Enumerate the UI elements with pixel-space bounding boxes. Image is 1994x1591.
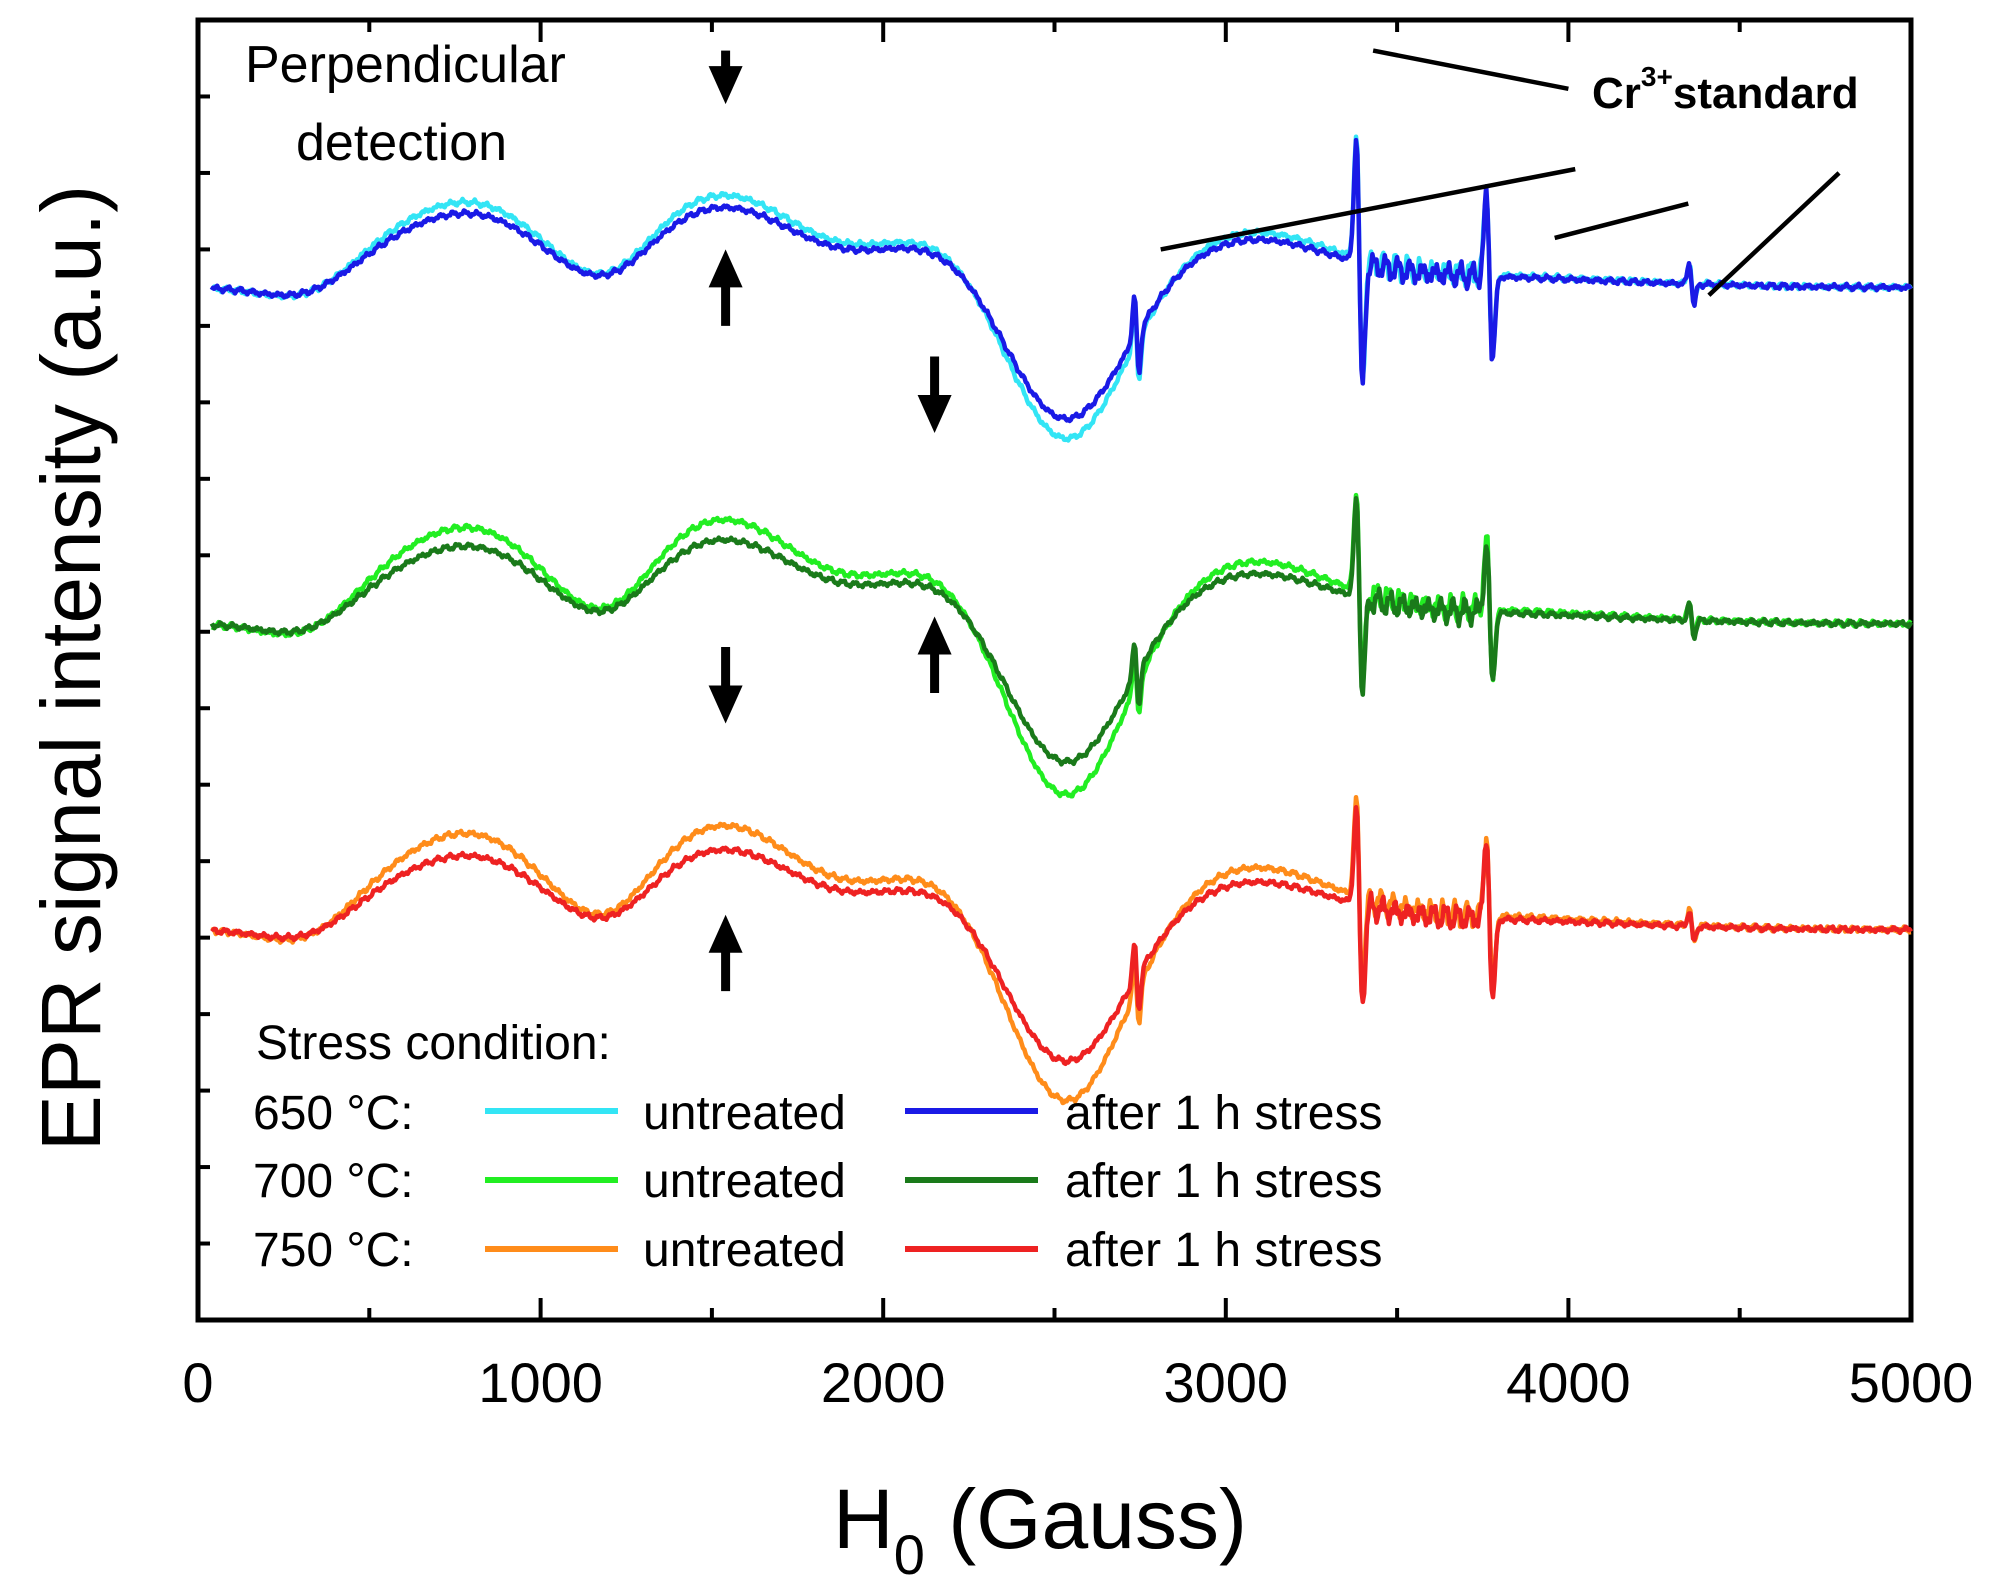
series-line-2 bbox=[210, 492, 1913, 799]
cr-standard-base: Cr bbox=[1592, 69, 1641, 118]
cr-marker-line-2 bbox=[1554, 201, 1689, 241]
legend-row-700-stressed-label: after 1 h stress bbox=[1065, 1155, 1382, 1208]
x-tick-label-4000: 4000 bbox=[1506, 1351, 1631, 1414]
x-axis-title-rest: (Gauss) bbox=[925, 1472, 1247, 1566]
cr-marker-line-0 bbox=[1372, 48, 1569, 92]
arrow-head-4 bbox=[708, 685, 743, 724]
x-axis-title-main: H bbox=[833, 1472, 894, 1566]
arrow-head-2 bbox=[917, 394, 952, 433]
perpendicular-label-line1: Perpendicular bbox=[245, 36, 566, 94]
legend-heading: Stress condition: bbox=[256, 1017, 611, 1070]
legend-row-650-untreated-label: untreated bbox=[643, 1087, 846, 1140]
cr-marker-line-3 bbox=[1707, 171, 1841, 297]
cr-marker-line-1 bbox=[1160, 166, 1576, 252]
cr-standard-label: Cr3+standard bbox=[1592, 61, 1859, 118]
annotation-arrows bbox=[708, 50, 952, 992]
x-tick-label-2000: 2000 bbox=[821, 1351, 946, 1414]
series-line-5 bbox=[210, 805, 1913, 1067]
legend-row-750-untreated-label: untreated bbox=[643, 1224, 846, 1277]
series-line-0 bbox=[210, 134, 1913, 443]
legend-row-650-temp: 650 °C: bbox=[253, 1087, 414, 1140]
cr-standard-superscript: 3+ bbox=[1641, 61, 1673, 92]
legend-row-750-stressed-label: after 1 h stress bbox=[1065, 1224, 1382, 1277]
series-line-4 bbox=[210, 794, 1912, 1106]
arrow-head-1 bbox=[708, 249, 743, 288]
x-tick-label-3000: 3000 bbox=[1164, 1351, 1289, 1414]
cr-standard-rest: standard bbox=[1673, 69, 1859, 118]
x-axis-title-subscript: 0 bbox=[894, 1523, 925, 1586]
legend-row-700-temp: 700 °C: bbox=[253, 1155, 414, 1208]
series-line-1 bbox=[209, 137, 1913, 424]
series-line-3 bbox=[209, 496, 1913, 767]
x-tick-label-1000: 1000 bbox=[478, 1351, 603, 1414]
arrow-head-0 bbox=[708, 66, 743, 105]
series-group bbox=[209, 134, 1913, 1106]
legend-row-700-untreated-label: untreated bbox=[643, 1155, 846, 1208]
legend-row-750-temp: 750 °C: bbox=[253, 1224, 414, 1277]
cr-marker-lines bbox=[1160, 48, 1841, 297]
x-tick-labels: 0 1000 2000 3000 4000 5000 bbox=[182, 1351, 1973, 1414]
arrow-head-3 bbox=[917, 616, 952, 655]
x-tick-label-5000: 5000 bbox=[1849, 1351, 1974, 1414]
y-axis-title: EPR signal intensity (a.u.) bbox=[24, 185, 118, 1151]
ticks-group bbox=[196, 20, 1913, 1320]
x-axis-title: H0 (Gauss) bbox=[833, 1472, 1247, 1586]
legend-row-650-stressed-label: after 1 h stress bbox=[1065, 1087, 1382, 1140]
perpendicular-label-line2: detection bbox=[296, 114, 507, 172]
arrow-head-5 bbox=[708, 914, 743, 953]
x-tick-label-0: 0 bbox=[182, 1351, 213, 1414]
legend: Stress condition: 650 °C: untreated afte… bbox=[253, 1017, 1382, 1277]
